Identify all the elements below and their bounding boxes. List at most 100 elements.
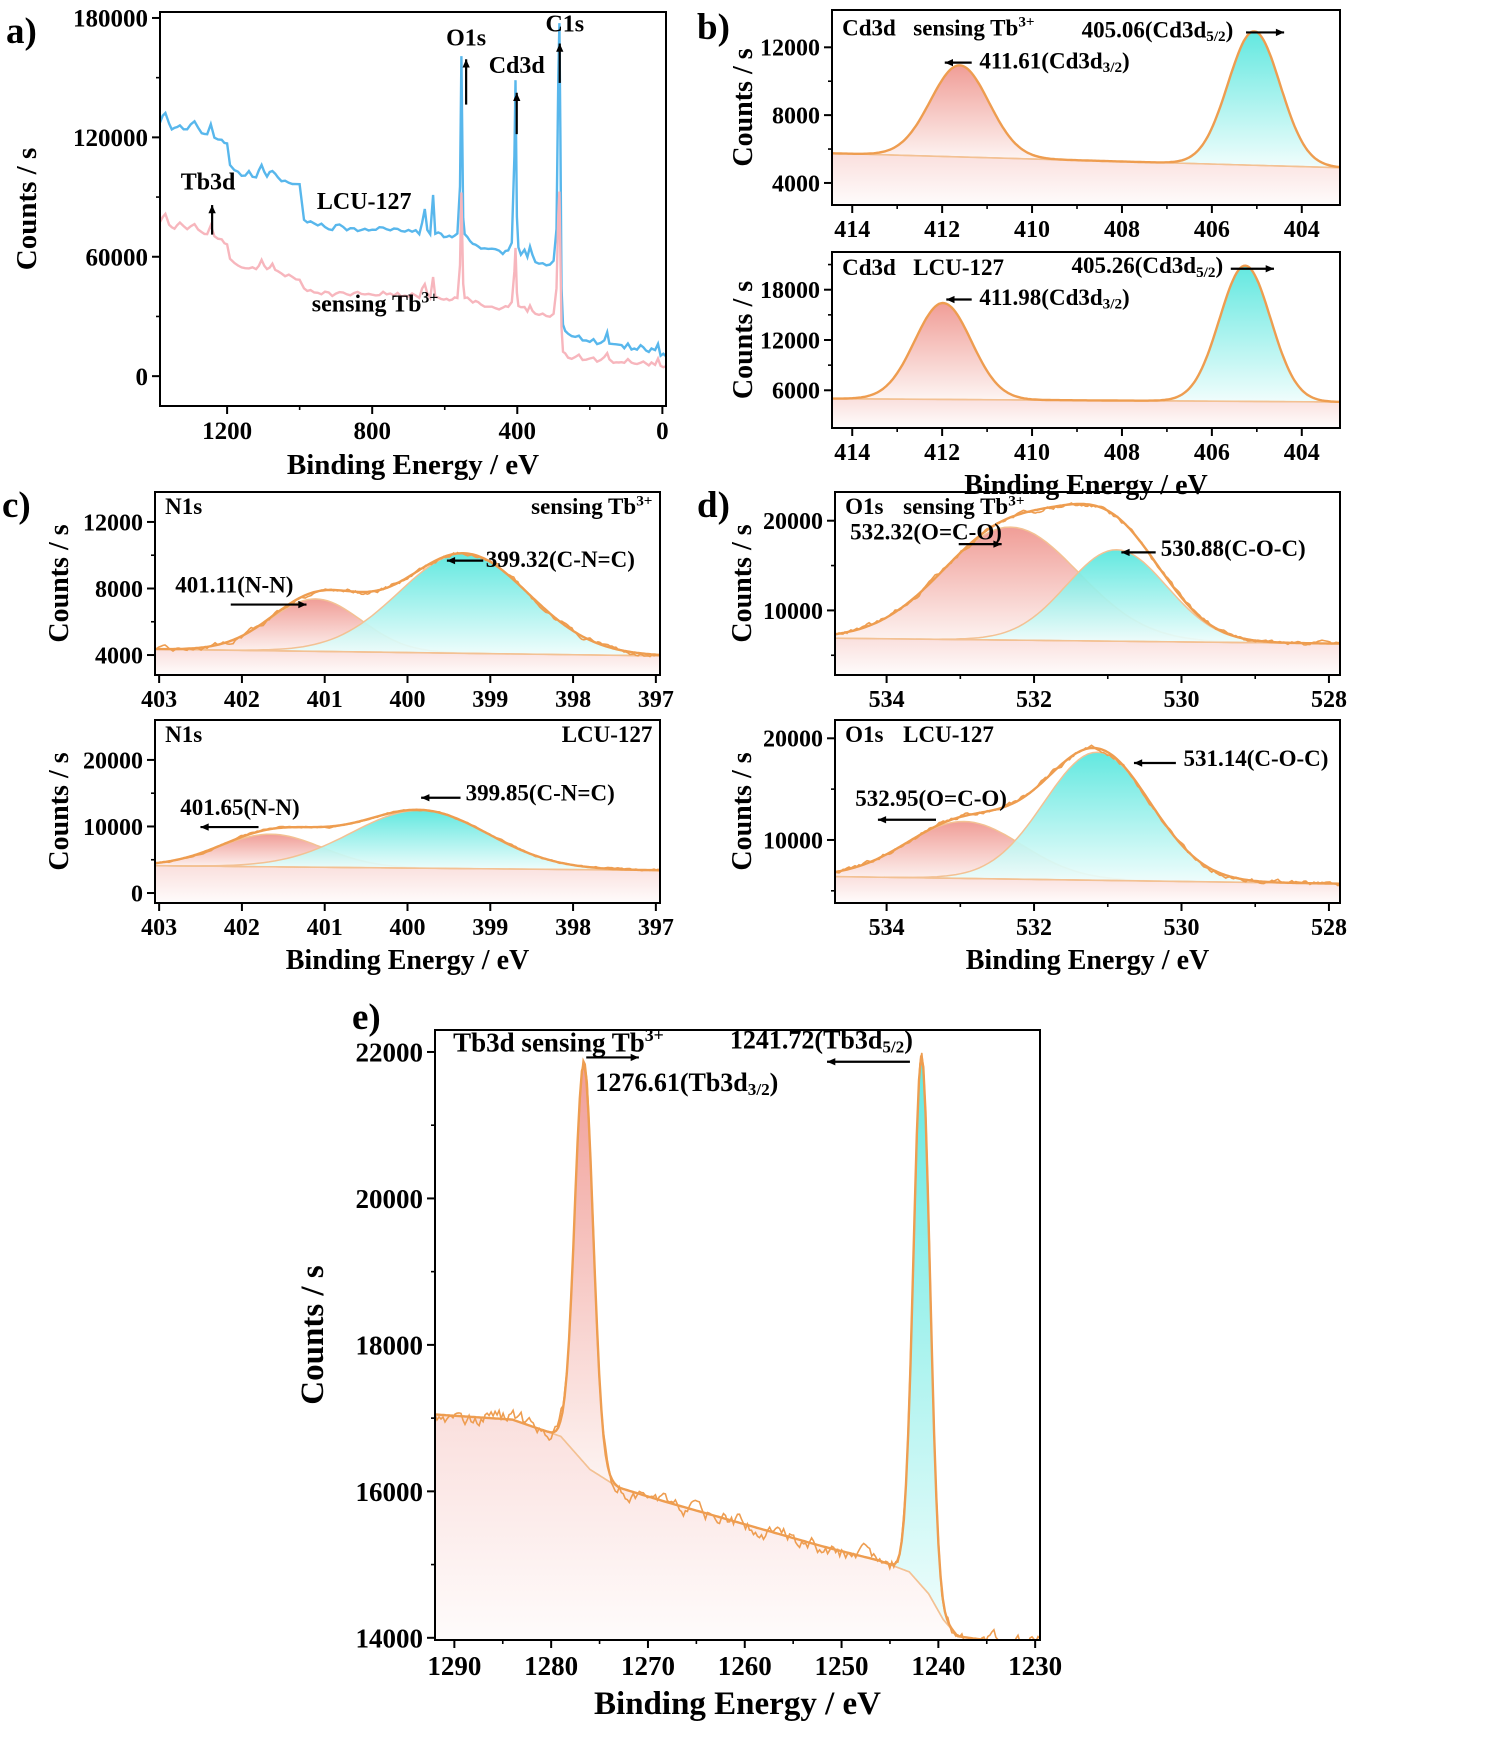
cd3d-lcu127-envelope-line	[832, 264, 1340, 404]
svg-text:534: 534	[869, 915, 905, 941]
n1s-sensing-chart: 403 402 401 400 399 398 397 4000 8000 12000 Counts…	[0, 482, 690, 713]
o1s-lcu127-label-0: O1s	[845, 722, 883, 747]
n1s-sensing-label-3: 399.32(C-N=C)	[486, 547, 635, 572]
svg-text:8000: 8000	[95, 577, 143, 603]
n1s-sensing-annotation-arrow-0	[230, 600, 307, 609]
survey-chart: 1200 800 400 0 0 60000 120000 180000 Binding Ene…	[8, 2, 688, 481]
n1s-sensing-annotation-arrow-1	[446, 557, 484, 565]
n1s-lcu127-label-3: 399.85(C-N=C)	[466, 781, 615, 806]
survey-annotation-arrow-0	[208, 205, 216, 235]
survey-label-5: C1s	[545, 12, 584, 38]
survey-ylabel: Counts / s	[11, 148, 43, 271]
svg-text:180000: 180000	[73, 6, 148, 33]
svg-text:404: 404	[1284, 217, 1320, 243]
survey-svg: 1200 800 400 0 0 60000 120000 180000 Binding Ene…	[11, 6, 669, 481]
o1s-sensing-envelope-line	[835, 502, 1340, 645]
o1s-lcu127-label-1: LCU-127	[903, 722, 994, 747]
survey-frame	[159, 11, 667, 407]
n1s-lcu127-label-2: 401.65(N-N)	[180, 795, 299, 820]
svg-text:402: 402	[224, 687, 260, 713]
o1s-sensing-label-1: sensing Tb3+	[903, 492, 1024, 519]
survey-series-0	[160, 23, 666, 358]
svg-text:0: 0	[131, 881, 143, 907]
svg-text:800: 800	[353, 418, 391, 445]
svg-text:534: 534	[869, 687, 905, 713]
svg-text:530: 530	[1163, 687, 1199, 713]
n1s-sensing-raw-line	[155, 551, 660, 658]
svg-text:120000: 120000	[73, 125, 148, 152]
svg-text:528: 528	[1311, 915, 1347, 941]
cd3d-lcu127-ylabel: Counts / s	[728, 281, 759, 399]
cd3d-sensing-peak-pink	[842, 64, 1077, 161]
o1s-lcu127-label-3: 531.14(C-O-C)	[1183, 746, 1328, 771]
cd3d-sensing-label-2: 405.06(Cd3d5/2)	[1082, 17, 1234, 45]
tb3d-sensing-xlabel: Binding Energy / eV	[594, 1686, 881, 1722]
o1s-sensing-raw-line	[835, 502, 1340, 646]
cd3d-lcu127-background-fill	[832, 398, 1340, 428]
o1s-lcu127-ylabel: Counts / s	[727, 752, 758, 870]
o1s-sensing-chart: 534 532 530 528 10000 20000 Counts / s O1s sensi…	[690, 482, 1500, 713]
svg-text:20000: 20000	[83, 748, 143, 774]
svg-text:408: 408	[1104, 440, 1140, 466]
survey-label-4: Cd3d	[489, 53, 546, 79]
o1s-lcu127-label-2: 532.95(O=C-O)	[855, 786, 1007, 811]
tb3d-sensing-frame	[434, 1029, 1041, 1641]
o1s-sensing-label-0: O1s	[845, 494, 883, 519]
svg-text:403: 403	[141, 915, 177, 941]
o1s-lcu127-chart: 534 532 530 528 10000 20000 Binding Energy / e…	[690, 707, 1500, 990]
n1s-lcu127-ylabel: Counts / s	[44, 752, 75, 870]
cd3d-sensing-label-0: Cd3d	[842, 15, 896, 40]
o1s-lcu127-frame	[834, 719, 1341, 904]
n1s-sensing-background-fill	[155, 649, 660, 675]
svg-text:406: 406	[1194, 217, 1230, 243]
svg-text:12000: 12000	[83, 510, 143, 536]
n1s-lcu127-background-fill	[155, 865, 660, 903]
cd3d-sensing-annotation-arrow-1	[944, 59, 972, 67]
n1s-lcu127-chart: 403 402 401 400 399 398 397 0 10000 20000 Binding …	[0, 707, 690, 990]
o1s-lcu127-annotation-arrow-0	[877, 816, 936, 824]
svg-text:12000: 12000	[760, 36, 820, 62]
svg-text:412: 412	[924, 217, 960, 243]
survey-label-0: Tb3d	[181, 169, 236, 195]
o1s-sensing-ticks: 534 532 530 528 10000 20000	[763, 509, 1347, 713]
svg-text:20000: 20000	[356, 1184, 424, 1214]
svg-text:400: 400	[390, 687, 426, 713]
svg-text:1260: 1260	[718, 1651, 772, 1681]
svg-text:6000: 6000	[772, 379, 820, 405]
o1s-lcu127-raw-line	[835, 744, 1340, 887]
svg-text:528: 528	[1311, 687, 1347, 713]
panel-label-d: d)	[697, 485, 730, 526]
svg-text:1290: 1290	[427, 1651, 481, 1681]
svg-text:404: 404	[1284, 440, 1320, 466]
svg-text:22000: 22000	[356, 1037, 424, 1067]
cd3d-sensing-label-3: 411.61(Cd3d3/2)	[979, 49, 1129, 77]
survey-series-1	[160, 191, 666, 369]
svg-text:412: 412	[924, 440, 960, 466]
svg-text:414: 414	[834, 440, 870, 466]
o1s-lcu127-background-fill	[835, 876, 1340, 903]
cd3d-lcu127-peak-pink	[832, 302, 1057, 401]
svg-text:1280: 1280	[524, 1651, 578, 1681]
n1s-sensing-label-2: 401.11(N-N)	[175, 573, 293, 598]
svg-text:0: 0	[656, 418, 669, 445]
svg-text:1240: 1240	[911, 1651, 965, 1681]
survey-annotation-arrow-3	[556, 43, 564, 83]
svg-text:18000: 18000	[760, 278, 820, 304]
svg-text:400: 400	[390, 915, 426, 941]
svg-text:10000: 10000	[763, 828, 823, 854]
svg-text:406: 406	[1194, 440, 1230, 466]
survey-label-1: LCU-127	[317, 189, 412, 215]
svg-text:401: 401	[307, 915, 343, 941]
n1s-lcu127-annotation-arrow-0	[200, 823, 259, 831]
cd3d-sensing-chart: 414 412 410 408 406 404 4000 8000 12000 Counts / …	[690, 0, 1500, 245]
cd3d-lcu127-annotation-arrow-0	[1230, 265, 1274, 273]
svg-text:397: 397	[638, 915, 674, 941]
tb3d-sensing-ticks: 1290 1280 1270 1260 1250 1240 1230 14000 16000 18…	[356, 1037, 1063, 1681]
cd3d-sensing-label-1: sensing Tb3+	[913, 14, 1034, 41]
svg-text:397: 397	[638, 687, 674, 713]
panel-label-a: a)	[6, 11, 37, 52]
survey-ticks: 1200 800 400 0 0 60000 120000 180000	[73, 6, 669, 445]
